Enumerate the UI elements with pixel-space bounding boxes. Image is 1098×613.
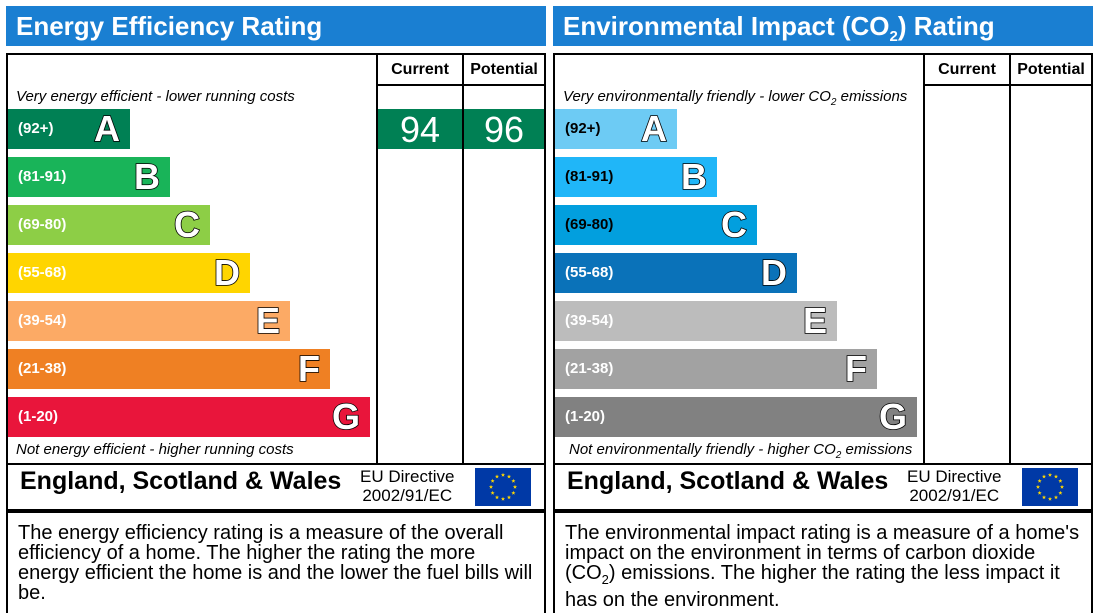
energy-potential-score: 96 [464, 109, 544, 150]
energy-description: The energy efficiency rating is a measur… [6, 511, 546, 613]
environment-band-range: (69-80) [565, 216, 614, 233]
environment-band-range: (81-91) [565, 168, 614, 185]
energy-band-letter: C [173, 203, 201, 246]
energy-current-score: 94 [378, 109, 462, 150]
energy-efficiency-panel: Energy Efficiency Rating Current Potenti… [6, 0, 546, 613]
energy-band-range: (21-38) [18, 360, 67, 377]
environment-current-header: Current [938, 61, 996, 78]
energy-band-d: (55-68) D [8, 251, 250, 294]
energy-bottom-note: Not energy efficient - higher running co… [16, 441, 294, 458]
energy-footer-directive: EU Directive 2002/91/EC [360, 467, 455, 505]
energy-band-f: (21-38) F [8, 347, 330, 390]
energy-band-b: (81-91) B [8, 155, 170, 198]
energy-band-letter: E [255, 299, 281, 342]
environment-band-f: (21-38) F [555, 347, 877, 390]
environment-band-range: (55-68) [565, 264, 614, 281]
environment-top-note: Very environmentally friendly - lower CO… [563, 88, 908, 108]
environment-band-letter: E [802, 299, 828, 342]
environment-band-a: (92+) A [555, 107, 677, 150]
energy-band-letter: D [213, 251, 241, 294]
energy-band-letter: A [93, 107, 121, 150]
eu-flag-icon [1022, 468, 1078, 506]
energy-band-range: (1-20) [18, 408, 59, 425]
energy-band-range: (55-68) [18, 264, 67, 281]
energy-band-letter: G [331, 395, 361, 438]
energy-band-letter: F [297, 347, 321, 390]
environment-description: The environmental impact rating is a mea… [553, 511, 1093, 613]
environment-band-b: (81-91) B [555, 155, 717, 198]
energy-title: Energy Efficiency Rating [6, 6, 546, 46]
energy-band-g: (1-20) G [8, 395, 370, 438]
environment-band-range: (92+) [565, 120, 601, 137]
environment-band-range: (21-38) [565, 360, 614, 377]
energy-band-c: (69-80) C [8, 203, 210, 246]
energy-band-range: (92+) [18, 120, 54, 137]
environment-band-range: (39-54) [565, 312, 614, 329]
environment-band-g: (1-20) G [555, 395, 917, 438]
energy-band-range: (81-91) [18, 168, 67, 185]
environment-band-letter: F [844, 347, 868, 390]
energy-band-letter: B [133, 155, 161, 198]
environment-footer-directive: EU Directive 2002/91/EC [907, 467, 1002, 505]
environment-band-e: (39-54) E [555, 299, 837, 342]
energy-footer-country: England, Scotland & Wales [20, 467, 342, 495]
environment-footer-country: England, Scotland & Wales [567, 467, 889, 495]
environment-band-d: (55-68) D [555, 251, 797, 294]
environment-band-letter: G [878, 395, 908, 438]
environmental-impact-panel: Environmental Impact (CO2) Rating Curren… [553, 0, 1093, 613]
environment-potential-header: Potential [1017, 61, 1085, 78]
environment-band-c: (69-80) C [555, 203, 757, 246]
energy-band-a: (92+) A [8, 107, 130, 150]
energy-top-note: Very energy efficient - lower running co… [16, 88, 295, 105]
energy-chart-frame: Current Potential Very energy efficient … [6, 53, 546, 511]
energy-band-range: (69-80) [18, 216, 67, 233]
environment-chart-frame: Current Potential Very environmentally f… [553, 53, 1093, 511]
environment-band-letter: D [760, 251, 788, 294]
environment-band-range: (1-20) [565, 408, 606, 425]
energy-current-header: Current [391, 61, 449, 78]
energy-band-e: (39-54) E [8, 299, 290, 342]
energy-band-range: (39-54) [18, 312, 67, 329]
environment-band-letter: B [680, 155, 708, 198]
environment-bottom-note: Not environmentally friendly - higher CO… [569, 441, 913, 461]
energy-potential-header: Potential [470, 61, 538, 78]
environment-band-letter: A [640, 107, 668, 150]
eu-flag-icon [475, 468, 531, 506]
environment-title: Environmental Impact (CO2) Rating [553, 6, 1093, 46]
environment-band-letter: C [720, 203, 748, 246]
